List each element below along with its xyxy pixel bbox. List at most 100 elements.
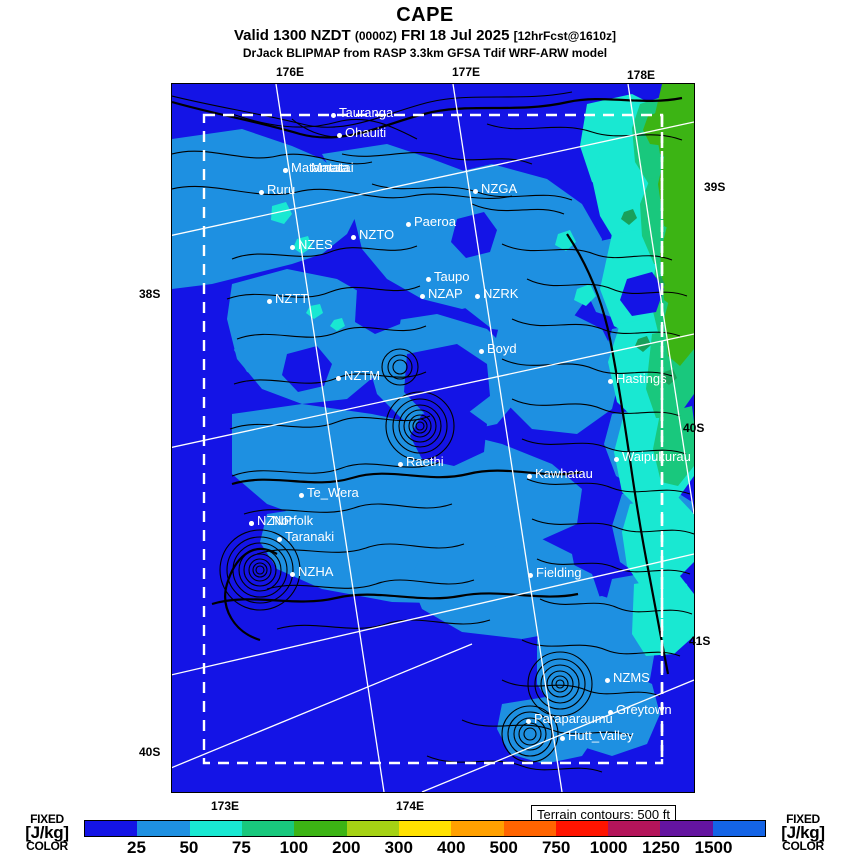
station-label: Hutt_Valley <box>568 728 634 743</box>
station-label: Matamata <box>291 160 349 175</box>
colorbar-tick: 1500 <box>694 838 733 857</box>
colorbar-swatch-11 <box>660 821 713 836</box>
colorbar-tick: 75 <box>231 838 251 857</box>
station-label: Taupo <box>434 269 470 284</box>
colorbar-area: FIXED [J/kg] COLOR 25 50 75 100 200 300 400 500… <box>0 813 850 860</box>
colorbar-tick: 1000 <box>589 838 628 857</box>
colorbar-swatch-8 <box>503 821 556 836</box>
colorbar-tick: 500 <box>489 838 518 857</box>
lat-label: 39S <box>704 180 726 194</box>
station-marker <box>608 710 613 715</box>
colorbar-swatch-2 <box>189 821 242 836</box>
valid-time-local: Valid 1300 NZDT <box>233 27 351 44</box>
station-label: Matatai <box>311 160 354 175</box>
station-marker <box>605 678 610 683</box>
cape-heatmap[interactable] <box>171 83 695 793</box>
station-marker <box>299 493 304 498</box>
station-marker <box>426 277 431 282</box>
map-container[interactable]: 176E 177E 178E 173E 174E 38S 39S 40S 40S… <box>139 65 725 813</box>
colorbar-swatch-12 <box>712 821 766 836</box>
station-label: NZGA <box>481 181 518 196</box>
station-marker <box>267 299 272 304</box>
station-label: Ruru <box>267 182 296 197</box>
colorbar-swatch-1 <box>137 821 190 836</box>
station-marker <box>290 572 295 577</box>
station-label: Te_Wera <box>307 485 359 500</box>
station-label: Ohauiti <box>345 125 387 140</box>
station-marker <box>420 294 425 299</box>
valid-time-utc: (0000Z) <box>354 29 397 43</box>
colorbar[interactable] <box>84 820 766 837</box>
unit-label: [J/kg] <box>781 823 825 842</box>
colorbar-tick: 50 <box>179 838 199 857</box>
colorbar-unit-right: FIXED [J/kg] COLOR <box>772 812 834 852</box>
station-marker <box>249 521 254 526</box>
station-marker <box>526 719 531 724</box>
unit-label: [J/kg] <box>25 823 69 842</box>
lon-label: 176E <box>276 65 305 79</box>
station-label: Paeroa <box>414 214 456 229</box>
lat-label: 38S <box>139 287 161 301</box>
station-label: Fielding <box>536 565 582 580</box>
station-marker <box>475 294 480 299</box>
station-marker <box>614 457 619 462</box>
colorbar-swatch-4 <box>294 821 347 836</box>
station-marker <box>560 736 565 741</box>
station-label: NZTM <box>344 368 381 383</box>
station-marker <box>331 113 336 118</box>
forecast-hour: [12hrFcst@1610z] <box>513 29 617 43</box>
fixed-label: FIXED <box>30 812 64 826</box>
colorbar-swatch-0 <box>85 821 138 836</box>
station-label: Greytown <box>616 702 672 717</box>
lat-label: 40S <box>139 745 161 759</box>
colorbar-tick: 100 <box>279 838 309 857</box>
terrain-contour-legend: Terrain contours: 500 ft <box>531 805 676 824</box>
colorbar-unit-left: FIXED [J/kg] COLOR <box>16 812 78 852</box>
station-marker <box>473 189 478 194</box>
colorbar-swatch-5 <box>346 821 399 836</box>
station-marker <box>277 537 282 542</box>
lon-label: 178E <box>627 68 656 82</box>
station-label: Raethi <box>406 454 444 469</box>
valid-time-line: Valid 1300 NZDT (0000Z) FRI 18 Jul 2025 … <box>0 27 850 45</box>
colorbar-tick: 25 <box>126 838 146 857</box>
station-label: NZNP <box>257 513 293 528</box>
model-line: DrJack BLIPMAP from RASP 3.3km GFSA Tdif… <box>242 46 608 60</box>
header: CAPE Valid 1300 NZDT (0000Z) FRI 18 Jul … <box>0 0 850 61</box>
colorbar-swatch-6 <box>398 821 452 836</box>
station-label: Taranaki <box>285 529 335 544</box>
station-label: NZMS <box>613 670 650 685</box>
colorbar-tick: 400 <box>437 838 466 857</box>
station-marker <box>336 376 341 381</box>
colorbar-tick: 750 <box>541 838 571 857</box>
colorbar-swatch-3 <box>241 821 295 836</box>
station-label: NZES <box>298 237 333 252</box>
station-marker <box>398 462 403 467</box>
station-label: Waipukurau <box>622 449 691 464</box>
station-label: Boyd <box>487 341 517 356</box>
station-label: Paraparaumu <box>534 711 613 726</box>
colorbar-swatch-9 <box>555 821 609 836</box>
station-marker <box>351 235 356 240</box>
lat-label: 40S <box>683 421 705 435</box>
station-label: NZRK <box>483 286 519 301</box>
colorbar-swatch-7 <box>451 821 504 836</box>
map-svg <box>172 84 694 792</box>
page-title: CAPE <box>396 4 454 26</box>
station-label: Tauranga <box>339 105 394 120</box>
colorbar-swatch-10 <box>608 821 661 836</box>
valid-date: FRI 18 Jul 2025 <box>401 27 510 44</box>
station-marker <box>337 133 342 138</box>
station-marker <box>406 222 411 227</box>
station-marker <box>479 349 484 354</box>
lon-label: 177E <box>452 65 481 79</box>
station-label: NZTT <box>275 291 309 306</box>
station-label: NZHA <box>298 564 334 579</box>
station-label: Hastings <box>616 371 667 386</box>
fixed-label: FIXED <box>786 812 820 826</box>
colorbar-tick: 1250 <box>642 838 680 857</box>
station-marker <box>283 168 288 173</box>
station-label: NZAP <box>428 286 463 301</box>
lon-label: 174E <box>396 799 425 813</box>
station-label: Norfolk <box>272 513 314 528</box>
